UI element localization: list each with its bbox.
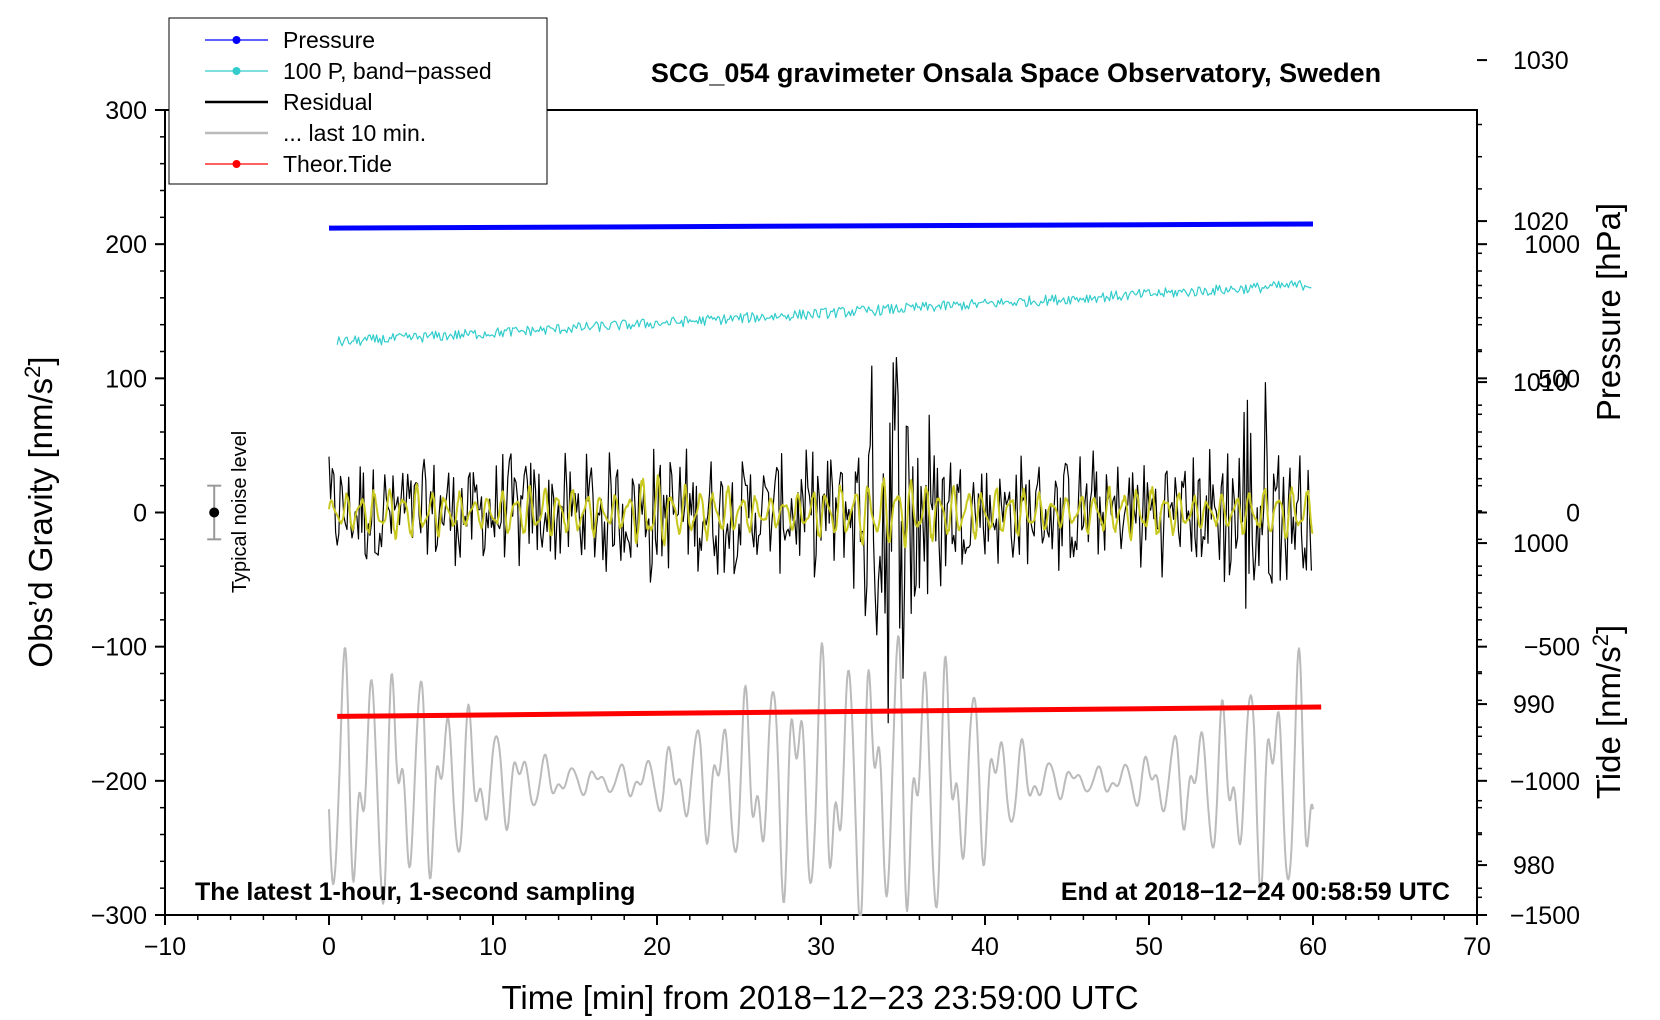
pressure-axis-label: Pressure [hPa]	[1590, 203, 1627, 421]
pressure-tick-label: 1010	[1513, 369, 1569, 397]
y-axis-ticks: 300 200 100 0 −100 −200 −300	[91, 97, 165, 930]
legend-marker	[232, 67, 241, 75]
pressure-tick-label: 990	[1513, 691, 1555, 719]
y-tick-label: 100	[105, 365, 147, 393]
x-tick-label: 0	[322, 933, 336, 961]
x-tick-label: 50	[1135, 933, 1163, 961]
y-tick-label: 300	[105, 97, 147, 125]
pressure-bandpassed-line	[336, 280, 1312, 347]
y-axis-label: Obs’d Gravity [nm/s2]	[20, 356, 59, 667]
tide-axis-ticks: 1000 500 0 −500 −1000 −1500	[1477, 231, 1580, 930]
x-tick-label: 30	[807, 933, 835, 961]
tide-axis-label-close: ]	[1590, 625, 1627, 634]
noise-level-indicator	[207, 484, 222, 541]
legend-label: Residual	[283, 89, 373, 115]
tide-tick-label: −1000	[1510, 768, 1580, 796]
x-axis-ticks: −10 0 10 20 30 40 50 60 70	[144, 915, 1491, 961]
y-tick-label: 200	[105, 231, 147, 259]
note-left: The latest 1-hour, 1-second sampling	[195, 878, 635, 906]
noise-level-label: Typical noise level	[229, 431, 251, 593]
x-tick-label: 40	[971, 933, 999, 961]
legend-label: ... last 10 min.	[283, 120, 426, 146]
x-tick-label: 20	[643, 933, 671, 961]
noise-bar-dot	[209, 507, 220, 518]
tide-tick-label: 500	[1538, 365, 1580, 393]
pressure-tick-label: 1000	[1513, 530, 1569, 558]
theor-tide-series	[337, 704, 1322, 719]
legend: Pressure 100 P, band−passed Residual ... la…	[168, 17, 548, 185]
pressure-series	[328, 221, 1314, 231]
pressure-axis-ticks: 980 990 1000 1010 1020 1030	[1477, 47, 1569, 899]
residual-line	[328, 357, 1312, 724]
y-axis-label-sup: 2	[20, 366, 45, 378]
last-10-min-series	[328, 635, 1314, 916]
note-right: End at 2018−12−24 00:58:59 UTC	[1061, 878, 1450, 906]
pressure-line	[328, 221, 1314, 231]
tide-tick-label: 0	[1566, 500, 1580, 528]
x-axis-label: Time [min] from 2018−12−23 23:59:00 UTC	[501, 979, 1138, 1016]
pressure-bandpassed-series	[336, 280, 1312, 347]
legend-marker	[232, 160, 241, 168]
chart-title: SCG_054 gravimeter Onsala Space Observat…	[651, 58, 1381, 88]
residual-filtered-series	[328, 474, 1314, 549]
tide-tick-label: 1000	[1524, 231, 1580, 259]
legend-label: 100 P, band−passed	[283, 58, 492, 84]
y-tick-label: −200	[91, 768, 147, 796]
y-tick-label: −100	[91, 634, 147, 662]
x-tick-label: 60	[1299, 933, 1327, 961]
legend-label: Theor.Tide	[283, 151, 392, 177]
y-axis-label-main: Obs’d Gravity [nm/s	[22, 378, 59, 668]
tide-axis-label-sup: 2	[1588, 634, 1613, 646]
x-tick-label: 10	[479, 933, 507, 961]
last-10-min-line	[328, 635, 1314, 916]
pressure-tick-label: 1020	[1513, 208, 1569, 236]
y-tick-label: −300	[91, 902, 147, 930]
tide-tick-label: −1500	[1510, 902, 1580, 930]
x-tick-label: −10	[144, 933, 186, 961]
legend-marker	[232, 36, 241, 44]
pressure-tick-label: 1030	[1513, 47, 1569, 75]
tide-tick-label: −500	[1524, 634, 1580, 662]
tide-axis-label-main: Tide [nm/s	[1590, 646, 1627, 799]
x-tick-label: 70	[1463, 933, 1491, 961]
tide-axis-label: Tide [nm/s2]	[1588, 625, 1627, 799]
pressure-tick-label: 980	[1513, 852, 1555, 880]
theor-tide-line	[337, 704, 1322, 719]
y-tick-label: 0	[133, 500, 147, 528]
y-axis-label-close: ]	[22, 356, 59, 365]
legend-label: Pressure	[283, 27, 375, 53]
residual-filtered-line	[328, 474, 1314, 549]
residual-series	[328, 357, 1312, 724]
